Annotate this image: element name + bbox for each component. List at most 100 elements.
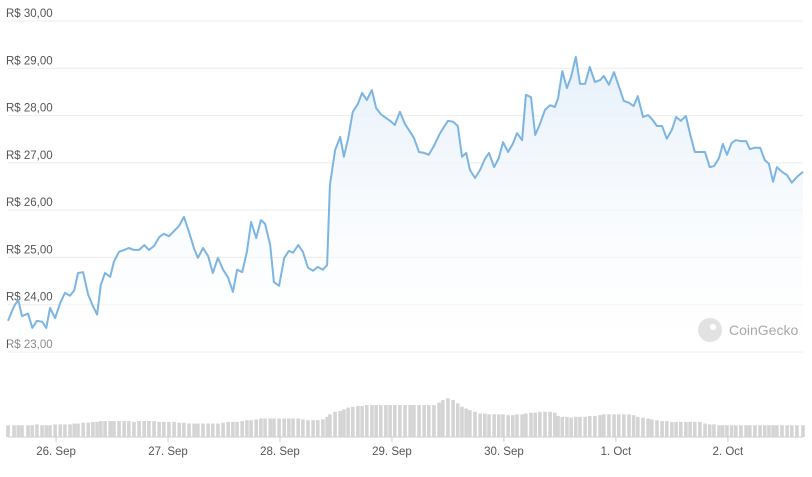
volume-bar: [601, 414, 606, 437]
volume-bar: [301, 419, 305, 437]
volume-bar: [650, 419, 654, 437]
volume-bar: [790, 425, 794, 437]
volume-bar: [762, 425, 767, 437]
volume-bar: [152, 421, 156, 437]
volume-bar: [501, 414, 505, 437]
volume-bar: [201, 423, 205, 437]
volume-bar: [35, 424, 39, 437]
volume-bar: [664, 421, 669, 437]
x-tick-label: 29. Sep: [372, 446, 412, 458]
volume-bar: [81, 422, 85, 437]
price-area: [8, 56, 803, 353]
volume-bar: [660, 421, 664, 437]
y-tick-label: R$ 28,00: [6, 103, 53, 115]
volume-bar: [350, 406, 355, 437]
volume-bar: [641, 417, 645, 437]
y-tick-label: R$ 30,00: [6, 8, 53, 20]
volume-bar: [112, 421, 116, 437]
volume-bar: [328, 414, 332, 437]
volume-bar: [688, 421, 692, 437]
volume-bar: [249, 420, 253, 437]
volume-bar: [598, 415, 602, 437]
x-tick-label: 27. Sep: [148, 446, 188, 458]
volume-bar: [392, 405, 397, 437]
volume-bar: [441, 400, 445, 437]
volume-bar: [729, 425, 734, 437]
volume-bar: [560, 416, 565, 437]
volume-bar: [593, 416, 597, 437]
volume-bar: [468, 410, 472, 437]
volume-bar: [506, 415, 510, 437]
volume-bar: [565, 416, 569, 437]
volume-bar: [497, 414, 501, 437]
volume-bar: [616, 414, 621, 437]
volume-bar: [40, 425, 44, 437]
volume-bar: [417, 405, 421, 437]
volume-bar: [403, 405, 407, 437]
volume-bar: [137, 421, 141, 437]
volume-bar: [451, 400, 455, 437]
volume-bar: [717, 425, 721, 437]
volume-bar: [259, 418, 263, 437]
volume-bar: [388, 405, 392, 437]
volume-bar: [703, 423, 707, 437]
volume-bar: [460, 406, 464, 437]
volume-bar: [306, 420, 310, 437]
volume-bar: [748, 425, 752, 437]
volume-bar: [342, 409, 346, 437]
volume-bar: [72, 423, 77, 437]
volume-bar: [753, 425, 757, 437]
volume-bar: [646, 418, 650, 437]
volume-bar: [384, 405, 388, 437]
x-tick-label: 30. Sep: [484, 446, 524, 458]
volume-bar: [492, 414, 496, 437]
volume-bar: [360, 405, 364, 437]
volume-bar: [455, 403, 460, 437]
volume-bar: [556, 416, 560, 437]
volume-bar: [725, 425, 729, 437]
volume-bar: [172, 421, 176, 437]
volume-bar: [678, 421, 683, 437]
volume-bar: [712, 424, 716, 437]
volume-bar: [103, 421, 107, 437]
volume-bar: [698, 421, 702, 437]
volume-bar: [771, 425, 775, 437]
volume-bar: [370, 405, 374, 437]
volume-bar: [548, 411, 552, 437]
volume-bar: [108, 421, 112, 437]
volume-bar: [422, 405, 426, 437]
volume-bar: [795, 425, 799, 437]
volume-bar: [622, 414, 626, 437]
volume-bar: [177, 422, 182, 437]
volume-bar: [211, 423, 215, 437]
volume-bar: [245, 420, 249, 437]
watermark-text: CoinGecko: [729, 322, 798, 338]
volume-bar: [157, 421, 161, 437]
x-tick-label: 26. Sep: [36, 446, 76, 458]
volume-bar: [398, 405, 402, 437]
volume-bar: [192, 423, 196, 437]
volume-bar: [182, 422, 186, 437]
volume-bar: [631, 415, 636, 437]
volume-bar: [801, 425, 805, 437]
volume-bar: [583, 416, 587, 437]
volume-bar: [263, 418, 267, 437]
volume-bar: [226, 421, 231, 437]
volume-bar: [338, 410, 342, 437]
volume-bar: [775, 425, 779, 437]
volume-bar: [16, 425, 21, 437]
volume-bar: [76, 423, 80, 437]
volume-bar: [543, 411, 547, 437]
volume-bar: [636, 416, 640, 437]
volume-bar: [231, 421, 235, 437]
volume-bar: [58, 424, 63, 437]
volume-bar: [53, 424, 57, 437]
volume-bar: [464, 408, 468, 437]
volume-bar: [720, 425, 725, 437]
volume-bar: [432, 405, 436, 437]
volume-bar: [291, 418, 295, 437]
volume-bar: [529, 412, 533, 437]
volume-bar: [142, 421, 147, 437]
volume-bar: [325, 416, 329, 437]
